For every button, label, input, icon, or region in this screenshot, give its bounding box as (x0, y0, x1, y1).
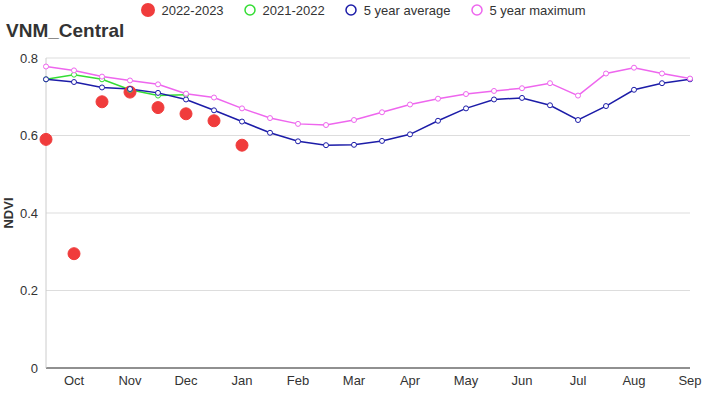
svg-text:Mar: Mar (343, 373, 366, 388)
svg-text:Apr: Apr (400, 373, 421, 388)
svg-text:Oct: Oct (64, 373, 85, 388)
svg-text:Sep: Sep (678, 373, 701, 388)
html-text:5 year average: 5 year average (363, 2, 451, 18)
svg-text:0.4: 0.4 (20, 206, 38, 221)
svg-text:Aug: Aug (622, 373, 645, 388)
html-text:2022-2023: 2022-2023 (161, 2, 224, 18)
html-text:VNM_Central: VNM_Central (6, 20, 125, 41)
svg-text:0.8: 0.8 (20, 51, 38, 66)
svg-text:Dec: Dec (174, 373, 198, 388)
html-text:2021-2022: 2021-2022 (262, 2, 325, 18)
svg-text:Feb: Feb (287, 373, 309, 388)
svg-text:0.2: 0.2 (20, 283, 38, 298)
svg-text:Nov: Nov (118, 373, 142, 388)
svg-text:NDVI: NDVI (8, 197, 16, 228)
svg-text:0.6: 0.6 (20, 128, 38, 143)
html-text:5 year maximum: 5 year maximum (489, 2, 586, 18)
svg-text:0: 0 (31, 361, 38, 376)
svg-text:Jan: Jan (232, 373, 253, 388)
svg-text:Jul: Jul (570, 373, 587, 388)
svg-text:Jun: Jun (512, 373, 533, 388)
svg-text:May: May (454, 373, 479, 388)
